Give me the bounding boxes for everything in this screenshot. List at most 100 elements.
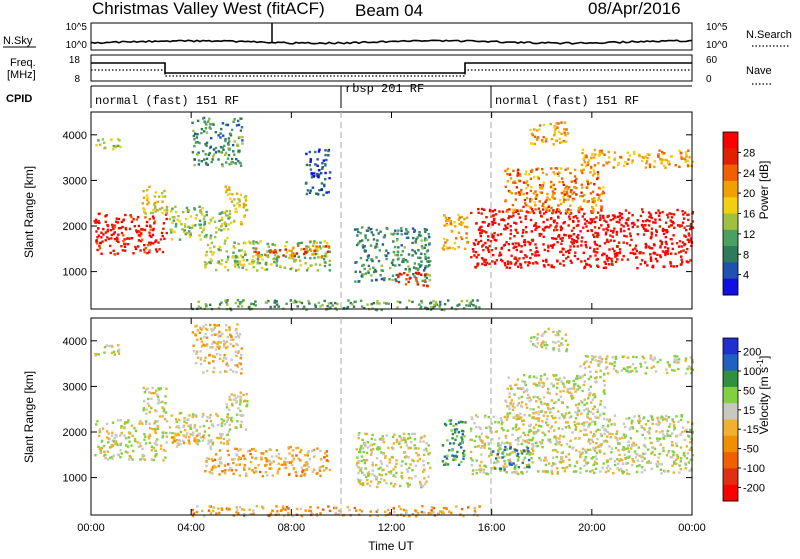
power-cell (619, 251, 621, 253)
power-cell (367, 257, 369, 259)
velocity-cell (227, 336, 229, 338)
power-cell (162, 235, 164, 237)
power-cell (171, 222, 173, 224)
velocity-cell (574, 390, 576, 392)
power-cell (633, 253, 635, 255)
velocity-cell (107, 437, 109, 439)
power-cell (462, 222, 464, 224)
velocity-cell (119, 435, 121, 437)
power-cell (470, 212, 472, 214)
power-cell (166, 209, 168, 211)
power-cell (360, 300, 362, 302)
power-cell (233, 198, 235, 200)
power-cell (153, 203, 155, 205)
velocity-cell (290, 462, 292, 464)
velocity-cell (485, 435, 487, 437)
velocity-cell (157, 402, 159, 404)
power-cell (379, 231, 381, 233)
velocity-cell (142, 454, 144, 456)
power-cell (180, 223, 182, 225)
power-cell (355, 261, 357, 263)
power-cell (365, 250, 367, 252)
velocity-cell (374, 439, 376, 441)
velocity-cell (517, 404, 519, 406)
power-cell (376, 300, 378, 302)
velocity-cell (203, 425, 205, 427)
velocity-cell (114, 437, 116, 439)
power-cell (591, 206, 593, 208)
power-cell (118, 218, 120, 220)
power-cell (446, 246, 448, 248)
velocity-cell (406, 468, 408, 470)
power-cell (679, 240, 681, 242)
power-cell (593, 172, 595, 174)
power-cell (466, 242, 468, 244)
power-cell (394, 264, 396, 266)
power-cell (394, 246, 396, 248)
power-cell (642, 211, 644, 213)
velocity-cell (573, 470, 575, 472)
velocity-cell (392, 468, 394, 470)
power-cell (118, 227, 120, 229)
velocity-cell (563, 377, 565, 379)
power-cell (649, 213, 651, 215)
velocity-cell (547, 424, 549, 426)
velocity-cell (686, 457, 688, 459)
power-cell (212, 217, 214, 219)
velocity-cell (464, 421, 466, 423)
velocity-cell (197, 357, 199, 359)
velocity-cell (118, 349, 120, 351)
power-cell (326, 305, 328, 307)
velocity-cell (305, 464, 307, 466)
power-cell (557, 122, 559, 124)
power-cell (385, 250, 387, 252)
velocity-cell (531, 461, 533, 463)
power-cell (580, 170, 582, 172)
velocity-cell (536, 384, 538, 386)
velocity-cell (541, 431, 543, 433)
velocity-cell (239, 414, 241, 416)
velocity-cell (398, 435, 400, 437)
power-cell (450, 222, 452, 224)
velocity-cell (226, 406, 228, 408)
velocity-cell (165, 411, 167, 413)
power-cell (606, 255, 608, 257)
velocity-cell (680, 457, 682, 459)
velocity-cell (609, 362, 611, 364)
power-cell (173, 219, 175, 221)
velocity-cell (458, 444, 460, 446)
power-cell (529, 129, 531, 131)
velocity-cell (383, 479, 385, 481)
power-cell (482, 221, 484, 223)
velocity-cell (206, 370, 208, 372)
velocity-cell (471, 464, 473, 466)
velocity-cell (485, 427, 487, 429)
power-cell (542, 141, 544, 143)
power-cell (656, 231, 658, 233)
power-cell (243, 216, 245, 218)
x-tick-label: 04:00 (177, 522, 205, 534)
velocity-cell (545, 341, 547, 343)
power-cell (550, 207, 552, 209)
velocity-cell (375, 464, 377, 466)
power-cell (241, 126, 243, 128)
velocity-cell (192, 331, 194, 333)
velocity-cell (379, 438, 381, 440)
velocity-cell (596, 411, 598, 413)
velocity-cell (578, 438, 580, 440)
velocity-cell (521, 471, 523, 473)
velocity-cell (286, 461, 288, 463)
velocity-cell (506, 465, 508, 467)
power-cell (179, 238, 181, 240)
power-cell (625, 235, 627, 237)
power-cell (144, 212, 146, 214)
power-cell (220, 229, 222, 231)
velocity-cell (538, 413, 540, 415)
velocity-cell (537, 396, 539, 398)
power-cell (429, 279, 431, 281)
velocity-cell (212, 460, 214, 462)
power-cell (529, 249, 531, 251)
power-cell (583, 213, 585, 215)
power-cell (680, 250, 682, 252)
power-cell (614, 157, 616, 159)
